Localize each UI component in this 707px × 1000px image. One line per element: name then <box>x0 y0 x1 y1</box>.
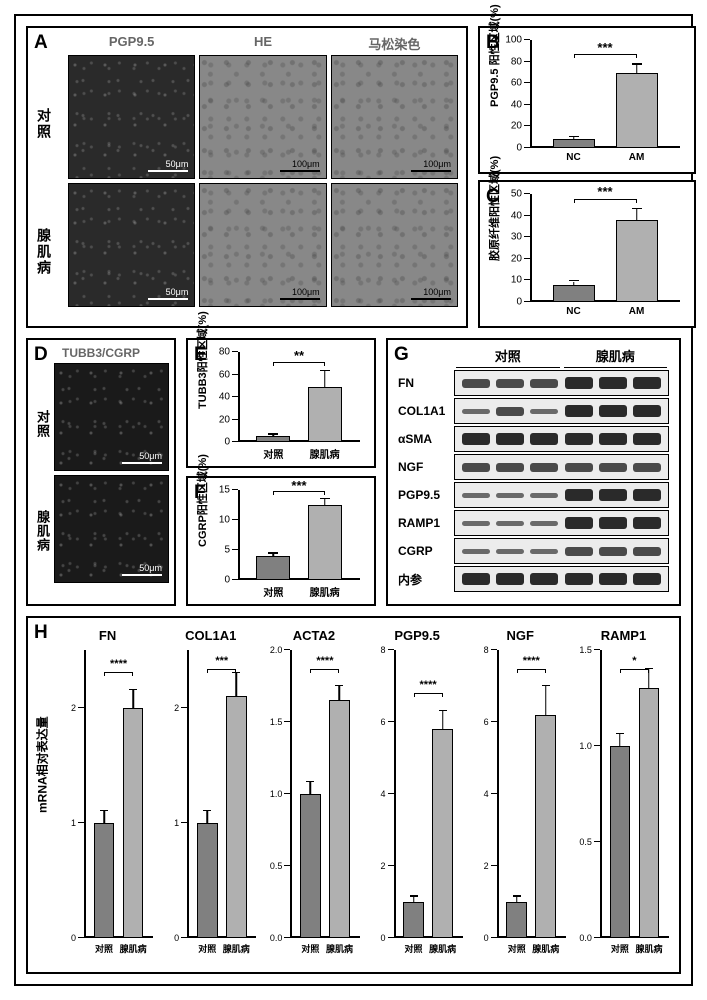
panelD-row2: 腺肌病 <box>33 510 52 552</box>
panelH-chart-ACTA2: ACTA20.00.51.01.52.0对照腺肌病**** <box>262 626 365 968</box>
western-row-PGP9.5: PGP9.5 <box>398 482 669 508</box>
panel-BC-stack: B PGP9.5 阳性区域(%) 020406080100NCAM*** C 胶… <box>478 26 696 328</box>
panelA-col1: PGP9.5 <box>68 34 195 53</box>
panel-C: C 胶原纤维阳性区域(%) 01020304050NCAM*** <box>478 180 696 328</box>
panelD-header: TUBB3/CGRP <box>34 346 168 360</box>
western-row-COL1A1: COL1A1 <box>398 398 669 424</box>
panel-B: B PGP9.5 阳性区域(%) 020406080100NCAM*** <box>478 26 696 174</box>
panelH-chart-RAMP1: RAMP10.00.51.01.5对照腺肌病* <box>572 626 675 968</box>
panelA-img-r2c3: 100μm <box>331 183 458 307</box>
panelA-img-r1c1: 50μm <box>68 55 195 179</box>
panel-F: F CGRP阳性区域(%) 051015对照腺肌病*** <box>186 476 376 606</box>
panelD-img2: 50μm <box>54 475 169 583</box>
panelH-ylabel: mRNA相对表达量 <box>34 716 51 813</box>
row-top: A 对照 腺肌病 PGP9.5 HE 马松染色 50μm 100μm 100μm… <box>26 26 681 328</box>
western-row-RAMP1: RAMP1 <box>398 510 669 536</box>
panelB-ylabel: PGP9.5 阳性区域(%) <box>486 5 502 108</box>
panelD-img1: 50μm <box>54 363 169 471</box>
panel-letter-H: H <box>34 622 48 644</box>
panelC-ylabel: 胶原纤维阳性区域(%) <box>486 156 502 261</box>
panelH-chart-FN: FN012对照腺肌病**** <box>56 626 159 968</box>
panel-letter-D: D <box>34 344 48 366</box>
panel-E: E TUBB3阳性区域(%) 020406080对照腺肌病** <box>186 338 376 468</box>
panel-H: H mRNA相对表达量 FN012对照腺肌病****COL1A1012对照腺肌病… <box>26 616 681 974</box>
panelA-col3: 马松染色 <box>331 34 458 53</box>
panelH-chart-PGP9.5: PGP9.502468对照腺肌病**** <box>366 626 469 968</box>
western-row-αSMA: αSMA <box>398 426 669 452</box>
panel-G: G 对照 腺肌病 FNCOL1A1αSMANGFPGP9.5RAMP1CGRP内… <box>386 338 681 606</box>
panelA-img-r1c2: 100μm <box>199 55 326 179</box>
panelG-h2: 腺肌病 <box>564 346 668 368</box>
panelA-img-r2c1: 50μm <box>68 183 195 307</box>
row-mid: D TUBB3/CGRP 对照 腺肌病 50μm 50μm E TUBB3阳性区… <box>26 338 681 606</box>
panelA-img-r2c2: 100μm <box>199 183 326 307</box>
panel-letter-A: A <box>34 32 48 54</box>
western-row-内参: 内参 <box>398 566 669 592</box>
western-row-NGF: NGF <box>398 454 669 480</box>
panelE-chart: 020406080对照腺肌病** <box>238 352 360 442</box>
panelA-col2: HE <box>199 34 326 53</box>
western-row-CGRP: CGRP <box>398 538 669 564</box>
panelH-charts: FN012对照腺肌病****COL1A1012对照腺肌病***ACTA20.00… <box>32 626 675 968</box>
western-row-FN: FN <box>398 370 669 396</box>
panelA-headers: PGP9.5 HE 马松染色 <box>68 34 458 53</box>
panelG-rows: FNCOL1A1αSMANGFPGP9.5RAMP1CGRP内参 <box>398 370 669 592</box>
panel-D: D TUBB3/CGRP 对照 腺肌病 50μm 50μm <box>26 338 176 606</box>
panelG-h1: 对照 <box>456 346 560 368</box>
panelD-row1: 对照 <box>33 410 52 438</box>
panelF-ylabel: CGRP阳性区域(%) <box>194 454 210 547</box>
panelA-row1-label: 对照 <box>34 108 54 140</box>
panelA-image-grid: 50μm 100μm 100μm 50μm 100μm 100μm <box>68 55 458 307</box>
panelG-header: 对照 腺肌病 <box>398 346 669 368</box>
panelB-chart: 020406080100NCAM*** <box>530 40 680 148</box>
panelE-ylabel: TUBB3阳性区域(%) <box>194 312 210 410</box>
figure-container: A 对照 腺肌病 PGP9.5 HE 马松染色 50μm 100μm 100μm… <box>14 14 693 986</box>
panelF-chart: 051015对照腺肌病*** <box>238 490 360 580</box>
panelC-chart: 01020304050NCAM*** <box>530 194 680 302</box>
panelA-img-r1c3: 100μm <box>331 55 458 179</box>
panel-EF-stack: E TUBB3阳性区域(%) 020406080对照腺肌病** F CGRP阳性… <box>186 338 376 606</box>
panelH-chart-COL1A1: COL1A1012对照腺肌病*** <box>159 626 262 968</box>
panel-A: A 对照 腺肌病 PGP9.5 HE 马松染色 50μm 100μm 100μm… <box>26 26 468 328</box>
panel-letter-G: G <box>394 344 409 366</box>
panelH-chart-NGF: NGF02468对照腺肌病**** <box>469 626 572 968</box>
panelA-row2-label: 腺肌病 <box>34 228 54 276</box>
